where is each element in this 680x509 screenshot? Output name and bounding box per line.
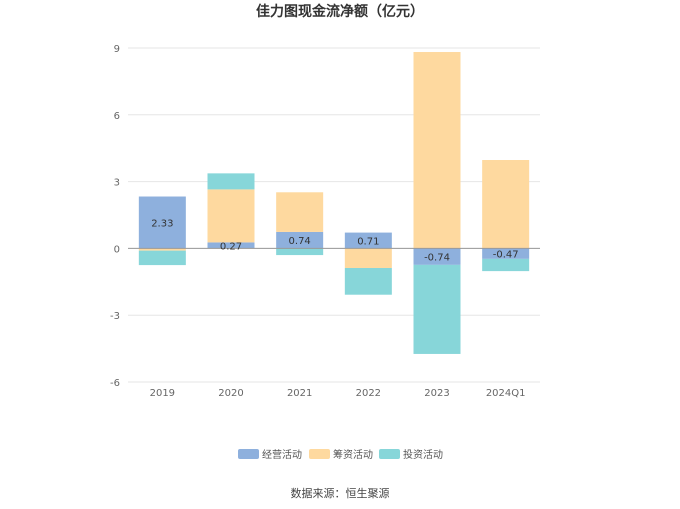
bar-series-2 (482, 258, 530, 272)
data-label: -0.74 (424, 253, 450, 264)
bar-series-0 (344, 232, 392, 249)
y-axis-ticks: 9 6 3 0 -3 -6 (110, 44, 120, 389)
bar-series-1 (207, 189, 255, 243)
data-label: -0.47 (493, 250, 519, 261)
bar-series-1 (276, 192, 324, 232)
bar-series-0 (207, 242, 255, 249)
legend-swatch (379, 449, 400, 459)
data-label: 0.27 (220, 241, 242, 252)
legend-item: 投资活动 (379, 448, 443, 461)
bar-series-1 (344, 248, 392, 268)
x-axis-ticks: 2019 2020 2021 2022 2023 2024Q1 (150, 388, 526, 399)
y-tick-label: -6 (110, 378, 120, 389)
x-tick-label: 2024Q1 (486, 388, 526, 399)
y-tick-label: 3 (114, 178, 120, 189)
chart-title: 佳力图现金流净额（亿元） (256, 3, 424, 20)
bar-series-0 (413, 248, 461, 265)
bar-series-2 (138, 250, 186, 266)
x-tick-label: 2021 (287, 388, 312, 399)
bar-series-1 (482, 160, 530, 249)
y-tick-label: 0 (114, 244, 120, 255)
bar-series-2 (276, 248, 324, 256)
bar-series-2 (413, 264, 461, 354)
legend-swatch (238, 449, 259, 459)
x-tick-label: 2022 (356, 388, 381, 399)
bar-series-1 (138, 248, 186, 251)
source-note: 数据来源：恒生聚源 (291, 486, 390, 500)
data-label: 2.33 (151, 218, 173, 229)
bar-series-1 (413, 52, 461, 249)
data-label: 0.74 (289, 236, 311, 247)
x-tick-label: 2023 (424, 388, 449, 399)
legend-swatch (309, 449, 330, 459)
bar-series-2 (207, 173, 255, 190)
legend-item: 经营活动 (238, 448, 302, 461)
y-tick-label: 6 (114, 111, 120, 122)
bar-series-0 (482, 248, 530, 259)
legend: 经营活动 筹资活动 投资活动 (238, 448, 443, 461)
legend-label: 筹资活动 (333, 448, 373, 461)
bar-series-0 (276, 231, 324, 249)
bar-series-2 (344, 267, 392, 295)
x-tick-label: 2020 (218, 388, 243, 399)
bars (138, 52, 530, 354)
grid-lines (128, 47, 540, 383)
legend-item: 筹资活动 (309, 448, 373, 461)
y-tick-label: -3 (110, 311, 120, 322)
data-label: 0.71 (357, 236, 379, 247)
data-labels: 2.33 0.27 0.74 0.71 -0.74 -0.47 (151, 218, 518, 263)
legend-label: 经营活动 (262, 448, 302, 461)
y-tick-label: 9 (114, 44, 120, 55)
bar-series-0 (138, 196, 186, 249)
x-tick-label: 2019 (150, 388, 175, 399)
legend-label: 投资活动 (403, 448, 443, 461)
